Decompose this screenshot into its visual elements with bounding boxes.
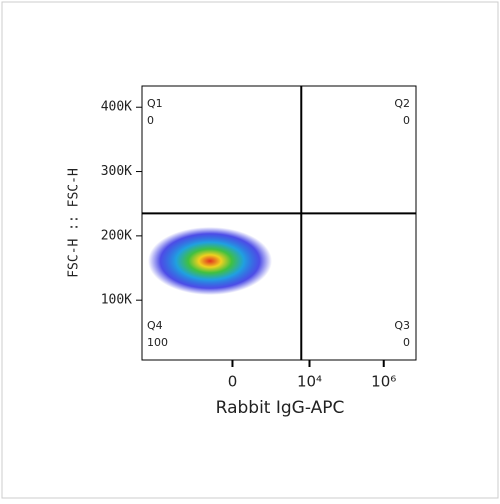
quadrant-value: 0 (403, 336, 410, 349)
quadrant-name: Q2 (394, 97, 410, 110)
quadrant-value: 0 (147, 114, 154, 127)
x-tick-label: 0 (228, 373, 238, 391)
y-axis-label: FSC-H :: FSC-H (67, 168, 82, 278)
x-tick-label: 10⁴ (297, 373, 322, 391)
y-tick-label: 300K (101, 164, 132, 179)
quadrant-name: Q1 (147, 97, 163, 110)
plot-frame (141, 85, 417, 361)
quadrant-value: 100 (147, 336, 168, 349)
x-tick-label: 10⁶ (371, 373, 396, 391)
y-tick-label: 100K (101, 293, 132, 308)
quadrant-name: Q3 (394, 319, 410, 332)
y-tick-label: 200K (101, 228, 132, 243)
x-axis-label: Rabbit IgG-APC (216, 398, 345, 418)
y-tick-label: 400K (101, 100, 132, 115)
quadrant-value: 0 (403, 114, 410, 127)
quadrant-name: Q4 (147, 319, 163, 332)
population-cloud (148, 227, 272, 295)
